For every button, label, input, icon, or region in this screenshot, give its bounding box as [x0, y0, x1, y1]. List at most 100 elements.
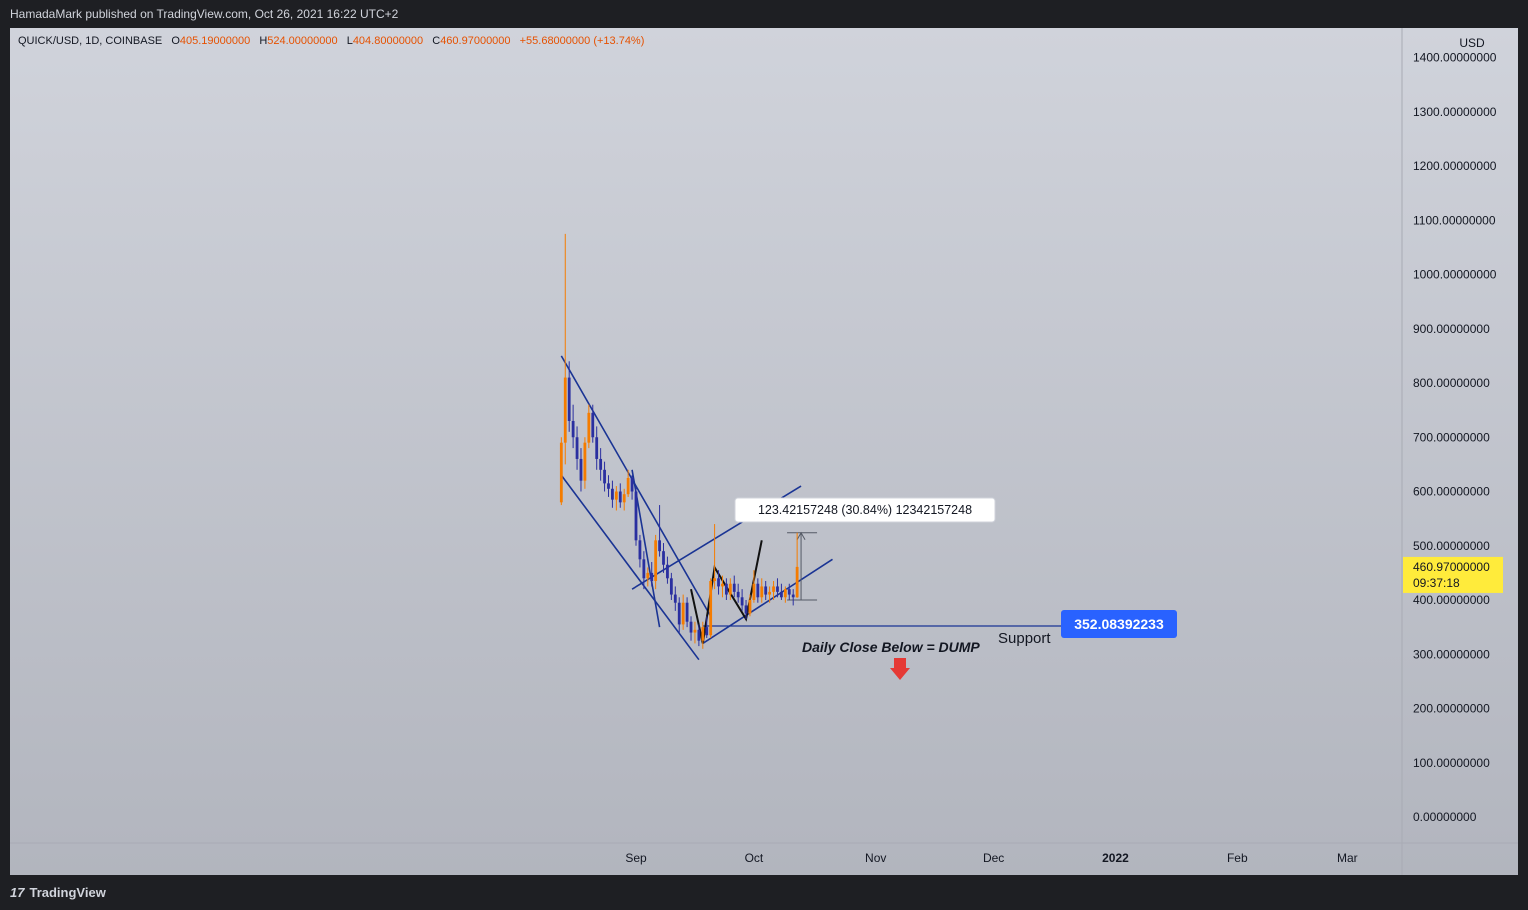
symbol-legend: QUICK/USD, 1D, COINBASE O405.19000000 H5… [18, 35, 644, 47]
price-tick-label: 100.00000000 [1413, 756, 1490, 770]
candle-body [567, 377, 571, 421]
support-label-text: Support [998, 630, 1051, 647]
price-chart[interactable]: USD 1400.00000000 1300.00000000 1200.00000… [10, 28, 1518, 875]
candle-body [685, 602, 689, 622]
candle-body [583, 442, 587, 481]
candle-body [614, 491, 618, 500]
price-tick-label: 0.00000000 [1413, 810, 1477, 824]
candle-body [603, 469, 606, 484]
candle-body [595, 437, 599, 459]
candle-body [669, 578, 673, 595]
time-tick-label: Sep [625, 851, 647, 865]
time-tick-label: Dec [983, 851, 1004, 865]
candle-body [748, 600, 752, 614]
candle-body [717, 578, 720, 587]
tradingview-logo-icon: 17 [10, 885, 25, 900]
price-tick-label: 500.00000000 [1413, 539, 1490, 553]
publisher-line: HamadaMark published on TradingView.com,… [10, 7, 399, 21]
candle-body [736, 591, 740, 598]
last-price-badge [1403, 556, 1503, 593]
price-tick-label: 1200.00000000 [1413, 159, 1497, 173]
price-axis[interactable]: USD 1400.00000000 1300.00000000 1200.00000… [1413, 36, 1497, 824]
falling-channel-lower-line [560, 474, 700, 661]
candle-body [563, 377, 567, 443]
measure-label-text: 123.42157248 (30.84%) 12342157248 [758, 503, 972, 517]
candle-body [666, 564, 669, 579]
price-tick-label: 200.00000000 [1413, 702, 1490, 716]
time-tick-label: Mar [1337, 851, 1358, 865]
price-tick-label: 600.00000000 [1413, 485, 1490, 499]
currency-label: USD [1459, 36, 1485, 50]
candle-body [744, 605, 748, 614]
candle-body [693, 629, 697, 633]
candle-body [622, 494, 626, 503]
candle-body [780, 591, 783, 598]
price-tick-label: 700.00000000 [1413, 430, 1490, 444]
candle-body [591, 412, 595, 438]
price-tick-label: 900.00000000 [1413, 322, 1490, 336]
symbol-name[interactable]: QUICK/USD, 1D, COINBASE [18, 35, 163, 47]
last-price-text: 460.97000000 [1413, 560, 1490, 574]
candle-body [575, 437, 579, 459]
candle-body [728, 583, 732, 595]
candle-body [705, 627, 709, 636]
candle-body [677, 602, 681, 625]
support-price-text: 352.08392233 [1074, 616, 1164, 632]
candle-body [611, 488, 614, 500]
time-axis[interactable]: Sep Oct Nov Dec 2022 Feb Mar [625, 851, 1357, 865]
candle-body [791, 594, 795, 598]
candle-body [787, 589, 791, 595]
price-tick-label: 300.00000000 [1413, 647, 1490, 661]
candle-body [701, 627, 705, 641]
candle-body [776, 586, 779, 592]
price-tick-label: 400.00000000 [1413, 593, 1490, 607]
candle-body [697, 629, 701, 641]
close-label: C [432, 35, 441, 47]
candle-body [662, 551, 665, 565]
price-tick-label: 1400.00000000 [1413, 51, 1497, 65]
countdown-text: 09:37:18 [1413, 576, 1460, 590]
tradingview-brand: TradingView [29, 885, 106, 900]
candle-body [673, 594, 677, 603]
low-value: 404.80000000 [352, 35, 424, 47]
high-label: H [259, 35, 268, 47]
candles-layer [559, 233, 799, 649]
candle-body [646, 572, 650, 579]
candle-body [634, 491, 638, 541]
candle-body [654, 540, 658, 582]
candle-body [587, 412, 591, 443]
candle-body [768, 591, 772, 595]
candle-body [607, 483, 610, 489]
tradingview-logo[interactable]: 17 TradingView [10, 885, 106, 900]
candle-body [724, 583, 728, 595]
time-tick-label: Nov [865, 851, 886, 865]
measure-arrow-icon [796, 531, 806, 540]
open-value: 405.19000000 [179, 35, 251, 47]
low-label: L [346, 35, 353, 47]
dump-annotation-text: Daily Close Below = DUMP [802, 639, 980, 655]
price-tick-label: 800.00000000 [1413, 376, 1490, 390]
time-tick-label: 2022 [1102, 851, 1129, 865]
candle-body [721, 583, 724, 587]
candle-body [709, 581, 713, 636]
candle-body [756, 583, 760, 598]
candle-body [764, 586, 768, 595]
change-value: +55.68000000 (+13.74%) [519, 35, 645, 47]
time-tick-label: Oct [745, 851, 764, 865]
close-value: 460.97000000 [440, 35, 511, 47]
open-label: O [171, 35, 180, 47]
time-tick-label: Feb [1227, 851, 1248, 865]
high-value: 524.00000000 [267, 35, 338, 47]
candle-body [681, 602, 685, 625]
candle-body [760, 586, 764, 598]
candle-body [618, 491, 622, 503]
candle-body [795, 566, 799, 598]
price-tick-label: 1000.00000000 [1413, 268, 1497, 282]
top-bar: HamadaMark published on TradingView.com,… [0, 0, 1528, 28]
candle-body [642, 559, 646, 579]
candle-body [559, 442, 563, 503]
candle-body [650, 572, 654, 582]
candle-body [783, 589, 787, 598]
bottom-bar: 17 TradingView [0, 875, 1528, 910]
candle-body [732, 583, 736, 592]
